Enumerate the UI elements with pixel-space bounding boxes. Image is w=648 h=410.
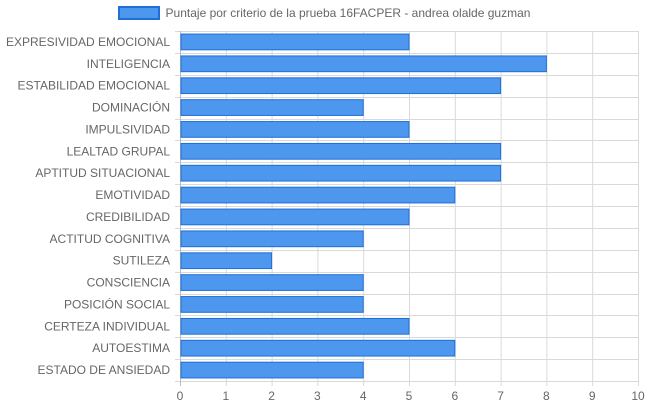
y-tick-label: DOMINACIÓN xyxy=(92,100,170,115)
x-tick-label: 3 xyxy=(314,389,321,403)
y-tick-label: CERTEZA INDIVIDUAL xyxy=(44,319,170,333)
y-tick-label: ESTABILIDAD EMOCIONAL xyxy=(18,79,171,93)
bar xyxy=(180,55,547,73)
bar xyxy=(180,252,273,270)
x-tick-label: 10 xyxy=(631,389,645,403)
legend-swatch xyxy=(117,5,160,20)
y-tick-label: ESTADO DE ANSIEDAD xyxy=(38,363,171,377)
bar xyxy=(180,230,364,248)
y-tick-label: EXPRESIVIDAD EMOCIONAL xyxy=(6,35,170,49)
bar xyxy=(180,77,502,95)
bar xyxy=(180,339,456,357)
y-tick-label: SUTILEZA xyxy=(113,254,170,268)
x-tick-label: 2 xyxy=(268,389,275,403)
y-tick-label: CREDIBILIDAD xyxy=(86,210,170,224)
bar xyxy=(180,296,364,313)
y-tick-label: CONSCIENCIA xyxy=(87,276,170,290)
x-tick-label: 6 xyxy=(451,389,458,403)
bar xyxy=(180,186,456,204)
x-tick-label: 8 xyxy=(543,389,550,403)
bar xyxy=(180,208,410,226)
y-tick-label: POSICIÓN SOCIAL xyxy=(64,296,170,311)
y-tick-label: APTITUD SITUACIONAL xyxy=(35,166,170,180)
bar xyxy=(180,121,410,138)
y-tick-label: EMOTIVIDAD xyxy=(95,188,170,202)
chart-legend[interactable]: Puntaje por criterio de la prueba 16FACP… xyxy=(0,5,648,20)
bar xyxy=(180,99,364,116)
bar xyxy=(180,142,502,160)
x-tick-label: 9 xyxy=(589,389,596,403)
legend-label: Puntaje por criterio de la prueba 16FACP… xyxy=(165,5,531,20)
x-tick-label: 1 xyxy=(222,389,229,403)
x-tick-label: 5 xyxy=(406,389,413,403)
y-tick-label: INTELIGENCIA xyxy=(87,57,170,71)
x-tick-label: 0 xyxy=(177,389,184,403)
bar xyxy=(180,164,502,182)
y-tick-label: LEALTAD GRUPAL xyxy=(67,144,171,158)
bar xyxy=(180,317,410,335)
y-tick-label: IMPULSIVIDAD xyxy=(85,122,170,136)
x-tick-label: 7 xyxy=(497,389,504,403)
y-tick-label: ACTITUD COGNITIVA xyxy=(50,232,170,246)
x-tick-label: 4 xyxy=(360,389,367,403)
bar xyxy=(180,274,364,291)
bar xyxy=(180,33,410,51)
y-tick-label: AUTOESTIMA xyxy=(92,341,170,355)
bar xyxy=(180,361,364,379)
